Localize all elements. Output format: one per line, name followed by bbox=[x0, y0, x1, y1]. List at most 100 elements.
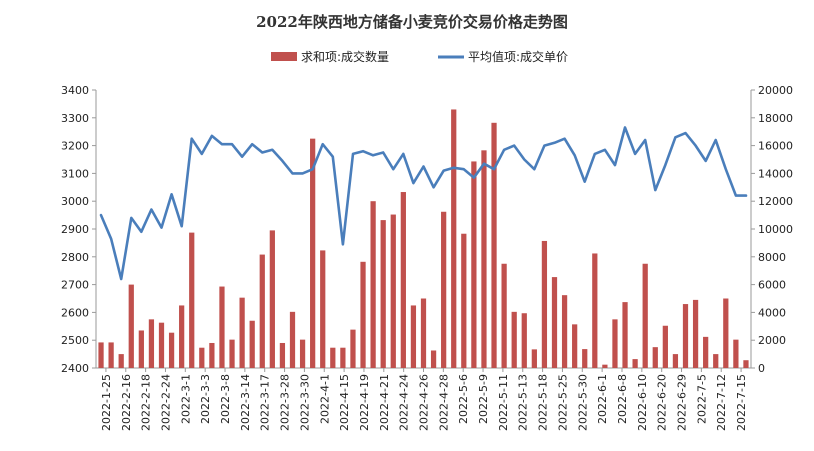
bar bbox=[138, 330, 144, 368]
x-tick-label: 2022-4-21 bbox=[378, 374, 391, 431]
bar bbox=[743, 360, 749, 368]
bar bbox=[703, 336, 709, 368]
left-tick-label: 2600 bbox=[61, 306, 89, 319]
x-tick-label: 2022-5-11 bbox=[497, 374, 510, 431]
x-tick-label: 2022-5-18 bbox=[537, 374, 550, 431]
x-tick-label: 2022-4-28 bbox=[437, 374, 450, 431]
x-tick-label: 2022-6-20 bbox=[656, 374, 669, 431]
bar bbox=[662, 325, 668, 368]
bar bbox=[672, 354, 679, 368]
bar bbox=[451, 109, 457, 369]
bar bbox=[320, 250, 326, 368]
bar bbox=[521, 313, 527, 368]
bar bbox=[118, 354, 124, 368]
bar bbox=[400, 192, 406, 368]
bar bbox=[551, 277, 558, 368]
bar bbox=[380, 220, 386, 368]
bar bbox=[501, 263, 507, 368]
x-tick-label: 2022-6-1 bbox=[596, 374, 609, 424]
left-tick-label: 3200 bbox=[61, 140, 89, 153]
right-tick-label: 8000 bbox=[758, 251, 786, 264]
bar bbox=[179, 305, 185, 368]
bar bbox=[582, 349, 588, 368]
x-tick-label: 2022-5-25 bbox=[556, 374, 569, 431]
left-tick-label: 3300 bbox=[61, 112, 89, 125]
x-tick-label: 2022-7-12 bbox=[715, 374, 728, 431]
bar bbox=[360, 261, 366, 368]
x-tick-label: 2022-4-19 bbox=[358, 374, 371, 431]
bar bbox=[692, 299, 699, 368]
bar bbox=[682, 304, 689, 368]
left-tick-label: 2400 bbox=[61, 362, 89, 375]
bar bbox=[390, 214, 396, 368]
bar bbox=[491, 122, 497, 368]
right-tick-label: 6000 bbox=[758, 279, 786, 292]
bar bbox=[511, 311, 517, 368]
bar bbox=[249, 320, 255, 368]
x-tick-label: 2022-3-28 bbox=[279, 374, 292, 431]
right-tick-label: 16000 bbox=[758, 140, 793, 153]
bar bbox=[561, 295, 568, 368]
bar bbox=[299, 339, 306, 368]
x-tick-label: 2022-6-29 bbox=[676, 374, 689, 431]
bar bbox=[632, 359, 638, 368]
left-tick-label: 3100 bbox=[61, 167, 89, 180]
x-tick-label: 2022-3-8 bbox=[219, 374, 232, 424]
bar bbox=[441, 211, 447, 368]
bar bbox=[420, 298, 427, 368]
x-tick-label: 2022-1-25 bbox=[100, 374, 113, 431]
bar bbox=[189, 232, 195, 368]
legend-swatch-bar bbox=[271, 52, 297, 61]
bar bbox=[239, 297, 245, 368]
bar bbox=[602, 364, 608, 368]
x-tick-label: 2022-3-17 bbox=[259, 374, 272, 431]
legend-label-line: 平均值项:成交单价 bbox=[468, 49, 568, 64]
bar bbox=[572, 324, 578, 368]
bar bbox=[481, 150, 487, 368]
x-tick-label: 2022-2-16 bbox=[120, 374, 133, 431]
x-tick-label: 2022-3-30 bbox=[298, 374, 311, 431]
legend: 求和项:成交数量 平均值项:成交单价 bbox=[271, 49, 568, 64]
bar bbox=[128, 284, 134, 368]
bar bbox=[158, 322, 165, 368]
left-tick-label: 2800 bbox=[61, 251, 89, 264]
x-tick-label: 2022-6-10 bbox=[636, 374, 649, 431]
bar bbox=[108, 342, 114, 368]
series-line bbox=[99, 126, 748, 281]
bar bbox=[723, 298, 729, 368]
left-tick-label: 3400 bbox=[61, 84, 89, 97]
right-tick-label: 0 bbox=[758, 362, 765, 375]
bar bbox=[269, 230, 275, 368]
x-tick-label: 2022-4-1 bbox=[318, 374, 331, 424]
x-tick-label: 2022-5-30 bbox=[576, 374, 589, 431]
x-tick-label: 2022-3-14 bbox=[239, 374, 252, 431]
x-tick-label: 2022-4-26 bbox=[418, 374, 431, 431]
bar bbox=[430, 350, 437, 368]
right-tick-label: 2000 bbox=[758, 334, 786, 347]
x-tick-label: 2022-7-15 bbox=[735, 374, 748, 431]
bar bbox=[229, 339, 235, 368]
bar bbox=[199, 347, 205, 368]
bar bbox=[461, 233, 467, 368]
bar bbox=[98, 342, 104, 368]
x-tick-label: 2022-3-3 bbox=[199, 374, 212, 424]
x-tick-label: 2022-7-5 bbox=[695, 374, 708, 424]
bar bbox=[350, 329, 356, 368]
bar bbox=[622, 302, 628, 368]
bar bbox=[330, 347, 336, 368]
bar bbox=[209, 342, 215, 368]
bar bbox=[541, 240, 548, 368]
left-tick-label: 3000 bbox=[61, 195, 89, 208]
legend-label-bar: 求和项:成交数量 bbox=[301, 49, 389, 64]
x-tick-label: 2022-3-1 bbox=[179, 374, 192, 424]
right-tick-label: 12000 bbox=[758, 195, 793, 208]
right-tick-label: 14000 bbox=[758, 167, 793, 180]
x-tick-label: 2022-4-15 bbox=[338, 374, 351, 431]
bar bbox=[168, 332, 175, 368]
plot-area: 2400 2500 2600 2700 2800 2900 3000 3100 3200 3300… bbox=[61, 84, 793, 431]
x-tick-label: 2022-2-24 bbox=[159, 374, 172, 431]
x-tick-label: 2022-6-8 bbox=[616, 374, 629, 424]
bar bbox=[642, 263, 648, 368]
bar bbox=[531, 349, 537, 368]
right-tick-label: 4000 bbox=[758, 306, 786, 319]
